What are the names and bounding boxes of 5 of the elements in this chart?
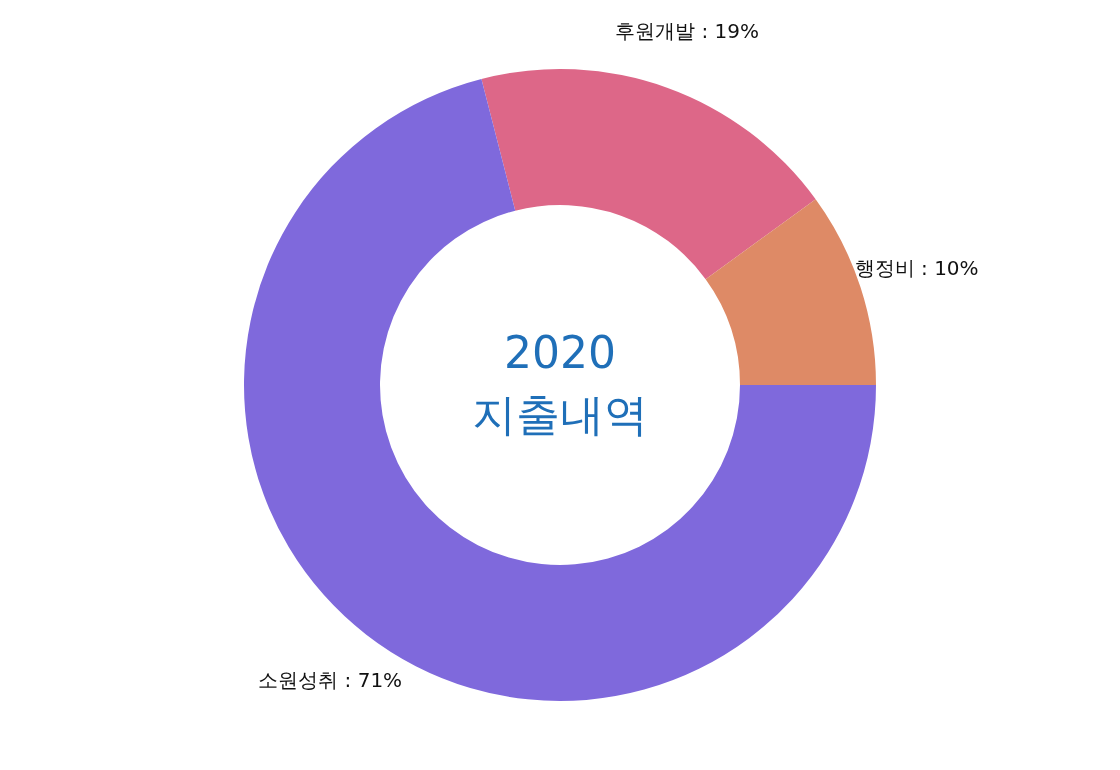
slice-label: 행정비 : 10% <box>854 256 979 281</box>
text: 2020 지출내역 <box>472 327 648 440</box>
donut-slice <box>481 69 816 280</box>
slice-label: 소원성취 : 71% <box>258 668 403 693</box>
slice-label: 후원개발 : 19% <box>615 19 759 44</box>
